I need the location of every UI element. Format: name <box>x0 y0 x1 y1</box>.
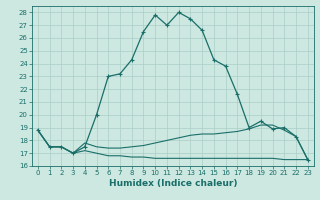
X-axis label: Humidex (Indice chaleur): Humidex (Indice chaleur) <box>108 179 237 188</box>
